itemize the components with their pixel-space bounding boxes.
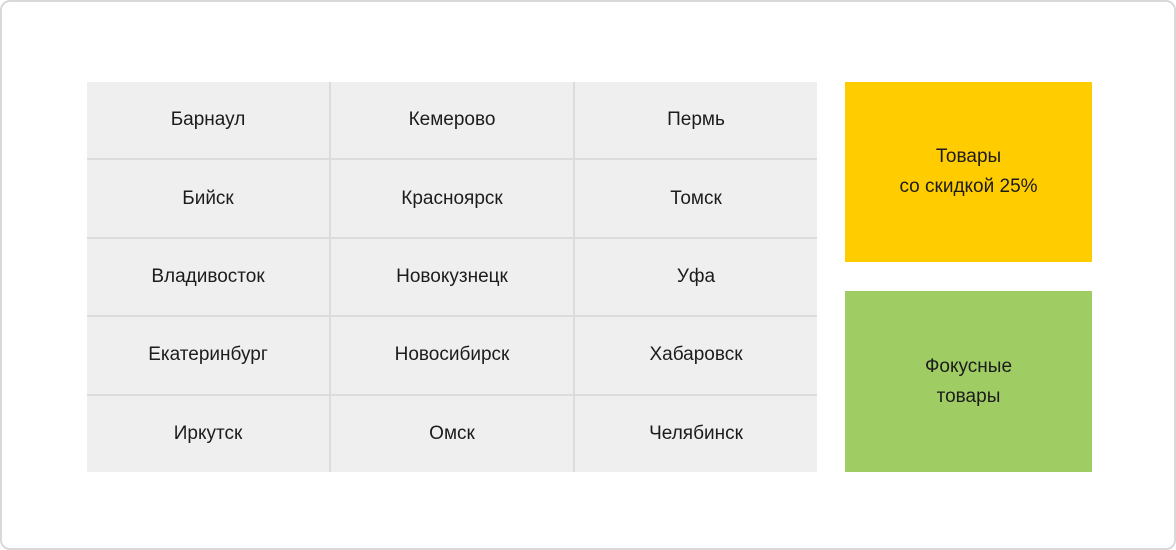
city-cell-novosibirsk[interactable]: Новосибирск bbox=[331, 317, 573, 394]
discount-products-label-line2: со скидкой 25% bbox=[899, 176, 1038, 197]
city-cell-irkutsk[interactable]: Иркутск bbox=[87, 395, 329, 472]
focus-products-label-line2: товары bbox=[936, 385, 1001, 407]
city-cell-biysk[interactable]: Бийск bbox=[87, 160, 329, 237]
city-cell-tomsk[interactable]: Томск bbox=[575, 160, 817, 237]
city-cell-krasnoyarsk[interactable]: Красноярск bbox=[331, 160, 573, 237]
city-grid: Барнаул Кемерово Пермь Бийск Красноярск … bbox=[87, 82, 817, 472]
city-cell-chelyabinsk[interactable]: Челябинск bbox=[575, 395, 817, 472]
city-cell-kemerovo[interactable]: Кемерово bbox=[331, 82, 573, 159]
focus-products-label-line1: Фокусные bbox=[924, 355, 1013, 377]
city-cell-vladivostok[interactable]: Владивосток bbox=[87, 238, 329, 316]
focus-products-button[interactable]: Фокусные товары bbox=[845, 291, 1092, 472]
city-cell-ufa[interactable]: Уфа bbox=[575, 238, 817, 316]
city-cell-khabarovsk[interactable]: Хабаровск bbox=[575, 317, 817, 394]
discount-products-label-line1: Товары bbox=[935, 146, 1002, 167]
city-cell-omsk[interactable]: Омск bbox=[331, 395, 573, 472]
city-cell-novokuznetsk[interactable]: Новокузнецк bbox=[331, 238, 573, 316]
discount-products-button[interactable]: Товары со скидкой 25% bbox=[845, 82, 1092, 262]
city-cell-perm[interactable]: Пермь bbox=[575, 82, 817, 159]
city-cell-barnaul[interactable]: Барнаул bbox=[87, 82, 329, 159]
city-cell-ekaterinburg[interactable]: Екатеринбург bbox=[87, 317, 329, 394]
